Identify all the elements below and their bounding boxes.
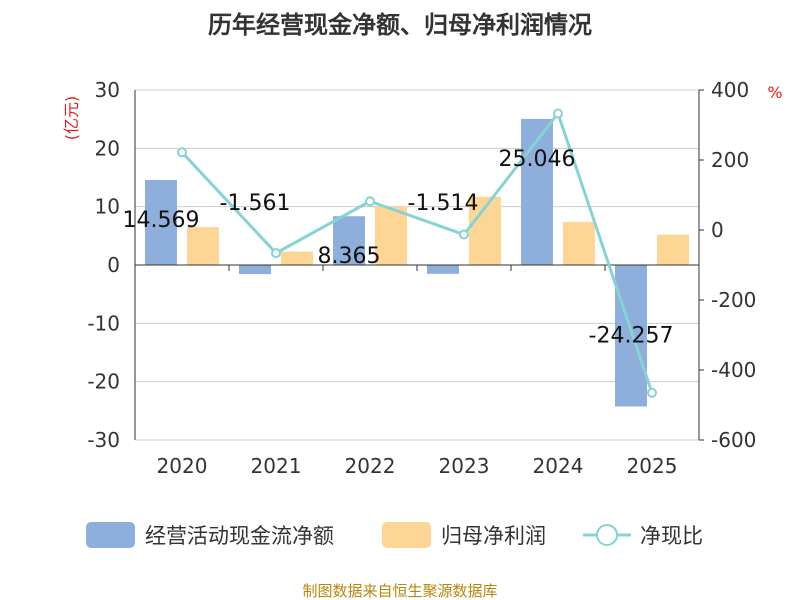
x-tick-label: 2020 bbox=[157, 454, 208, 478]
cashflow-data-label: -24.257 bbox=[589, 323, 674, 348]
cashflow-data-label: 8.365 bbox=[318, 244, 381, 269]
legend: 经营活动现金流净额 归母净利润 净现比 bbox=[86, 522, 703, 548]
left-tick-label: 20 bbox=[95, 136, 120, 160]
legend-swatch-ratio-marker bbox=[596, 524, 618, 546]
profit-bar bbox=[187, 227, 219, 265]
ratio-point bbox=[459, 229, 469, 240]
ratio-point bbox=[365, 196, 375, 207]
bars bbox=[145, 118, 689, 407]
cashflow-data-label: -1.514 bbox=[408, 191, 479, 216]
cashflow-data-label: 14.569 bbox=[123, 208, 200, 233]
profit-bar bbox=[375, 206, 407, 265]
x-tick-label: 2024 bbox=[533, 454, 584, 478]
cashflow-data-label: -1.561 bbox=[220, 191, 291, 216]
ratio-line-path bbox=[180, 110, 654, 394]
ratio-point bbox=[553, 108, 563, 119]
legend-swatch-cashflow bbox=[86, 522, 135, 548]
left-tick-label: 0 bbox=[107, 253, 120, 277]
chart-title: 历年经营现金净额、归母净利润情况 bbox=[208, 11, 592, 39]
right-tick-label: 400 bbox=[711, 78, 749, 102]
cashflow-bar bbox=[615, 265, 647, 407]
source-note: 制图数据来自恒生聚源数据库 bbox=[302, 582, 497, 600]
cashflow-bar bbox=[521, 118, 553, 265]
cashflow-bar bbox=[333, 216, 365, 265]
ratio-line bbox=[177, 108, 657, 398]
legend-swatch-profit bbox=[382, 522, 431, 548]
profit-bar bbox=[563, 221, 595, 265]
legend-label-profit: 归母净利润 bbox=[441, 524, 546, 548]
ratio-point bbox=[647, 387, 657, 398]
cashflow-bar bbox=[427, 265, 459, 274]
x-tick-label: 2022 bbox=[345, 454, 396, 478]
left-tick-label: -20 bbox=[87, 370, 120, 394]
right-tick-label: 0 bbox=[711, 218, 724, 242]
legend-label-cashflow: 经营活动现金流净额 bbox=[145, 524, 334, 548]
axes: 30 20 10 0 -10 -20 -30 400 200 0 -200 -400 -600 2020 2… bbox=[87, 78, 756, 478]
right-axis-unit: % bbox=[767, 83, 782, 102]
legend-label-ratio: 净现比 bbox=[640, 524, 703, 548]
right-tick-label: -200 bbox=[711, 288, 756, 312]
left-tick-label: -30 bbox=[87, 428, 120, 452]
cashflow-data-label: 25.046 bbox=[499, 147, 576, 172]
cashflow-bar bbox=[239, 265, 271, 275]
ratio-point bbox=[271, 248, 281, 259]
left-tick-label: 30 bbox=[95, 78, 120, 102]
ratio-point bbox=[177, 147, 187, 158]
profit-bar bbox=[657, 234, 689, 265]
left-tick-label: 10 bbox=[95, 195, 120, 219]
x-tick-label: 2023 bbox=[439, 454, 490, 478]
x-tick-label: 2021 bbox=[251, 454, 302, 478]
right-tick-label: -600 bbox=[711, 428, 756, 452]
data-labels: 14.569 -1.561 8.365 -1.514 25.046 -24.257 bbox=[123, 147, 674, 349]
cashflow-bar bbox=[145, 180, 177, 265]
right-tick-label: -400 bbox=[711, 358, 756, 382]
profit-bar bbox=[281, 251, 313, 265]
left-tick-label: -10 bbox=[87, 311, 120, 335]
left-axis-unit: (亿元) bbox=[62, 96, 81, 141]
x-tick-label: 2025 bbox=[627, 454, 678, 478]
right-tick-label: 200 bbox=[711, 148, 749, 172]
